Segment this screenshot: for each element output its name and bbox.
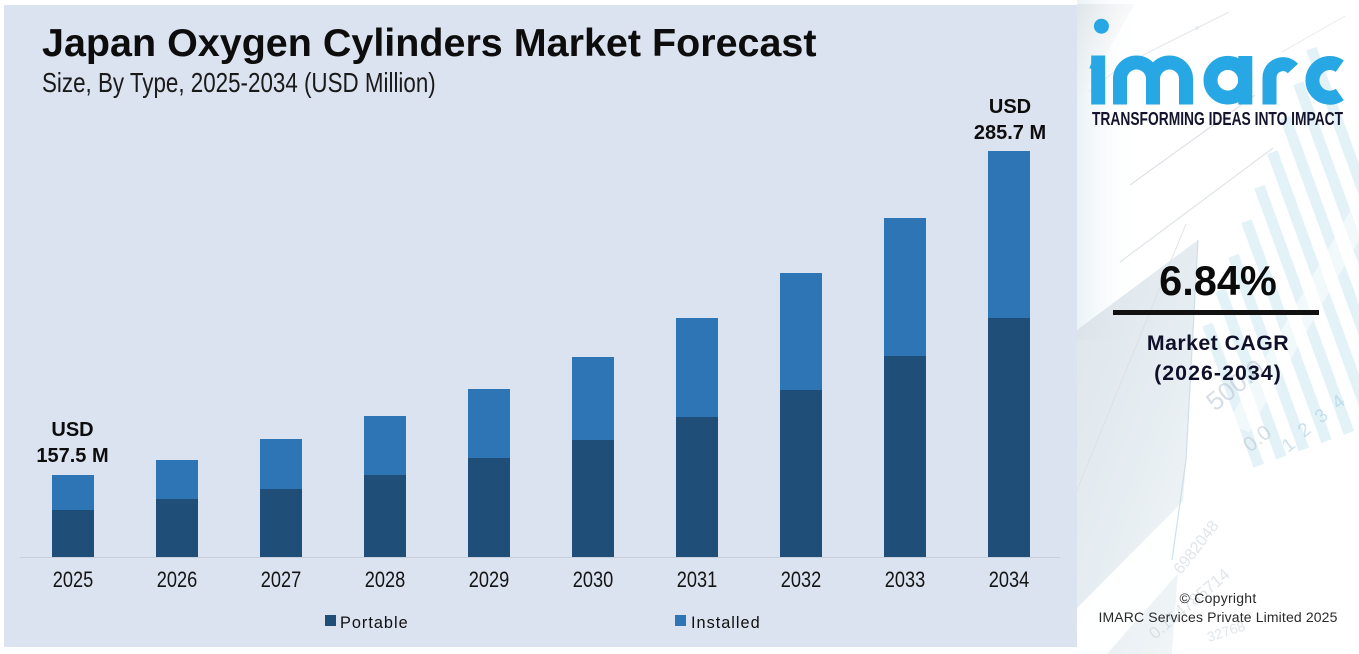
svg-text:3: 3 bbox=[1311, 405, 1332, 428]
